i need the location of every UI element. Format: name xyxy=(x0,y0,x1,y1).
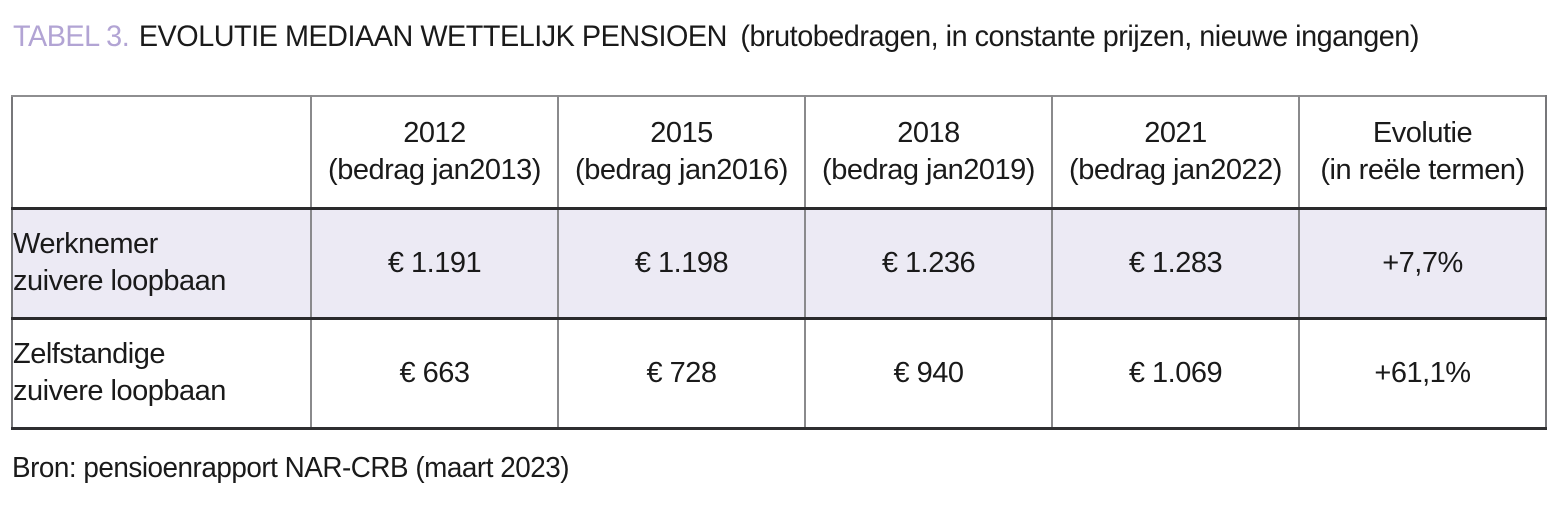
row-label: Zelfstandige zuivere loopbaan xyxy=(12,318,311,428)
cell-werknemer-2012: € 1.191 xyxy=(310,208,558,320)
cell-werknemer-2021: € 1.283 xyxy=(1051,208,1299,320)
table-row-zelfstandige: Zelfstandige zuivere loopbaan € 663 € 72… xyxy=(12,318,1546,428)
page-title: TABEL 3. EVOLUTIE MEDIAAN WETTELIJK PENSI… xyxy=(13,20,1419,54)
cell-zelfstandige-2012: € 663 xyxy=(310,318,558,428)
cell-werknemer-evolutie: +7,7% xyxy=(1298,208,1546,320)
header-year: 2018 xyxy=(897,116,960,149)
header-note: (in reële termen) xyxy=(1320,153,1525,186)
row-label-line1: Werknemer xyxy=(13,228,158,260)
row-label-line2: zuivere loopbaan xyxy=(13,375,226,407)
table-header-row: 2012 (bedrag jan2013) 2015 (bedrag jan20… xyxy=(12,96,1546,210)
header-year: Evolutie xyxy=(1372,116,1473,149)
header-cell-2021: 2021 (bedrag jan2022) xyxy=(1051,96,1299,210)
row-label-line1: Zelfstandige xyxy=(13,338,166,370)
header-year: 2015 xyxy=(650,116,713,149)
table-number-tag: TABEL 3. xyxy=(13,20,130,53)
title-heading: EVOLUTIE MEDIAAN WETTELIJK PENSIOEN xyxy=(138,20,728,53)
header-note: (bedrag jan2019) xyxy=(822,153,1035,186)
row-label: Werknemer zuivere loopbaan xyxy=(12,208,311,320)
header-year: 2021 xyxy=(1144,116,1207,149)
cell-werknemer-2018: € 1.236 xyxy=(804,208,1052,320)
cell-werknemer-2015: € 1.198 xyxy=(557,208,805,320)
header-year: 2012 xyxy=(403,116,466,149)
header-cell-2018: 2018 (bedrag jan2019) xyxy=(804,96,1052,210)
cell-zelfstandige-evolutie: +61,1% xyxy=(1298,318,1546,428)
header-cell-evolutie: Evolutie (in reële termen) xyxy=(1298,96,1546,210)
source-note: Bron: pensioenrapport NAR-CRB (maart 202… xyxy=(12,452,570,484)
row-label-line2: zuivere loopbaan xyxy=(13,265,226,297)
pension-evolution-table: 2012 (bedrag jan2013) 2015 (bedrag jan20… xyxy=(11,95,1547,430)
header-note: (bedrag jan2013) xyxy=(328,153,541,186)
cell-zelfstandige-2021: € 1.069 xyxy=(1051,318,1299,428)
header-cell-2012: 2012 (bedrag jan2013) xyxy=(310,96,558,210)
header-note: (bedrag jan2016) xyxy=(575,153,788,186)
header-cell-2015: 2015 (bedrag jan2016) xyxy=(557,96,805,210)
table-row-werknemer: Werknemer zuivere loopbaan € 1.191 € 1.1… xyxy=(12,208,1546,320)
title-subtitle: (brutobedragen, in constante prijzen, ni… xyxy=(740,20,1419,53)
header-note: (bedrag jan2022) xyxy=(1069,153,1282,186)
cell-zelfstandige-2018: € 940 xyxy=(804,318,1052,428)
header-cell-empty xyxy=(12,96,311,210)
cell-zelfstandige-2015: € 728 xyxy=(557,318,805,428)
